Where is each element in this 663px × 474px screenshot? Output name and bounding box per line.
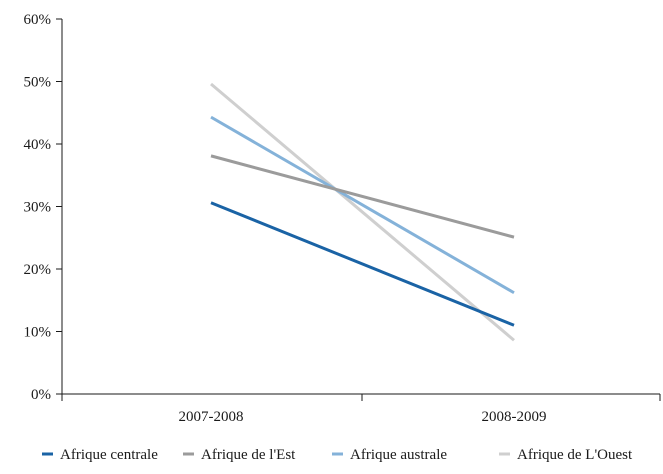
y-tick-label: 40% bbox=[24, 137, 52, 153]
series-line-1 bbox=[210, 201, 515, 327]
x-axis: 2007-2008 2008-2009 bbox=[61, 393, 661, 425]
legend-label: Afrique de l'Est bbox=[201, 447, 296, 463]
x-tick-label: 2008-2009 bbox=[482, 409, 547, 425]
legend-label: Afrique de L'Ouest bbox=[517, 447, 633, 463]
series-line-4 bbox=[210, 82, 515, 342]
y-tick-label: 50% bbox=[24, 75, 52, 91]
x-tick-label: 2007-2008 bbox=[179, 409, 244, 425]
legend: Afrique centrale Afrique de l'Est Afrique … bbox=[42, 447, 633, 463]
y-tick-label: 20% bbox=[24, 262, 52, 278]
legend-label: Afrique centrale bbox=[60, 447, 158, 463]
legend-label: Afrique australe bbox=[350, 447, 447, 463]
y-tick-label: 30% bbox=[24, 200, 52, 216]
y-axis: 0% 10% 20% 30% 40% 50% 60% bbox=[24, 12, 63, 403]
series-line-3 bbox=[210, 115, 515, 295]
series-line-2 bbox=[210, 154, 515, 239]
y-tick-label: 10% bbox=[24, 325, 52, 341]
series-lines bbox=[210, 82, 515, 342]
y-tick-label: 0% bbox=[31, 387, 51, 403]
y-tick-label: 60% bbox=[24, 12, 52, 28]
